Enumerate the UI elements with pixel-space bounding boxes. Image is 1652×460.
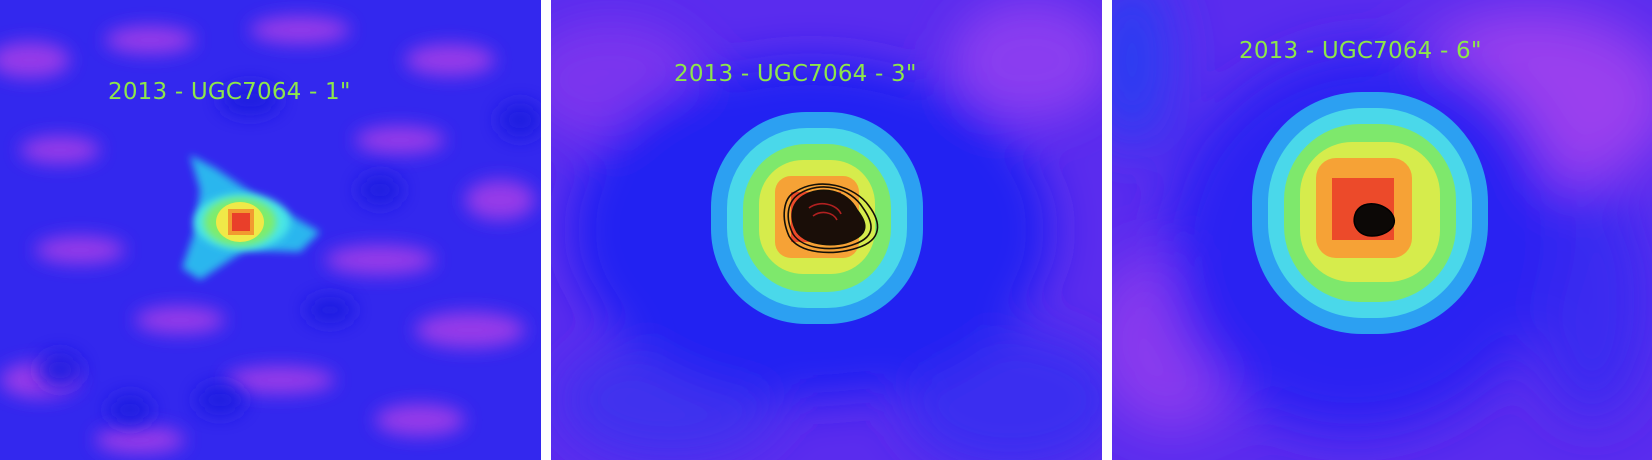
contour-overlay [783, 183, 879, 254]
panel-title: 2013 - UGC7064 - 3" [674, 61, 917, 87]
contour-overlay [1353, 203, 1395, 237]
radio-map-6arcsec [1112, 0, 1652, 460]
radio-map-3arcsec [551, 0, 1102, 460]
image-panel-6arcsec: 2013 - UGC7064 - 6" [1112, 0, 1652, 460]
radio-map-1arcsec [0, 0, 541, 460]
source-emission [182, 155, 320, 280]
image-panel-1arcsec: 2013 - UGC7064 - 1" [0, 0, 541, 460]
panel-title: 2013 - UGC7064 - 6" [1239, 38, 1482, 64]
image-panel-3arcsec: 2013 - UGC7064 - 3" [551, 0, 1102, 460]
panel-title: 2013 - UGC7064 - 1" [108, 79, 351, 105]
